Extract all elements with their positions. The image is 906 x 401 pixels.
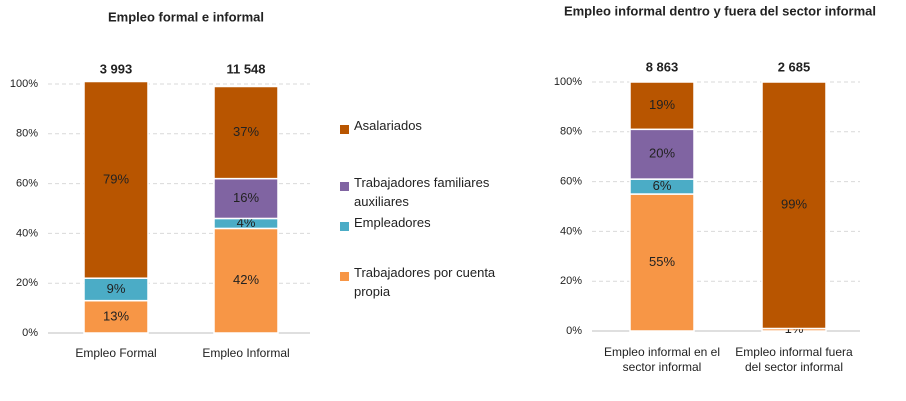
data-label: 13% (103, 308, 129, 323)
data-label: 99% (781, 197, 807, 212)
legend-label: Empleadores (354, 215, 431, 230)
x-tick-label: Empleo Informal (202, 346, 290, 360)
x-tick-label: Empleo Formal (75, 346, 157, 360)
legend-label: Trabajadores familiares auxiliares (354, 175, 490, 209)
bar-segment (213, 85, 279, 180)
legend-swatch (340, 125, 349, 134)
data-label: 79% (103, 171, 129, 186)
bar-segment (83, 299, 149, 334)
bar-segment (629, 193, 695, 332)
y-tick-label: 0% (22, 327, 38, 339)
total-label: 11 548 (226, 61, 265, 76)
y-tick-label: 40% (560, 225, 582, 237)
y-tick-label: 40% (16, 227, 38, 239)
legend-swatch (340, 222, 349, 231)
total-label: 8 863 (646, 59, 679, 74)
data-label: 20% (649, 146, 675, 161)
total-label: 2 685 (778, 59, 811, 74)
y-tick-label: 20% (560, 275, 582, 287)
x-tick-label: Empleo informal en el sector informal (603, 345, 721, 374)
y-tick-label: 100% (10, 78, 38, 90)
legend-label: Trabajadores por cuenta propia (354, 265, 496, 299)
legend-label: Asalariados (354, 118, 422, 133)
y-tick-label: 0% (566, 325, 582, 337)
x-tick-label: Empleo informal fuera del sector informa… (735, 345, 853, 374)
chart-title: Empleo formal e informal (108, 9, 264, 24)
data-label: 37% (233, 124, 259, 139)
data-label: 9% (107, 281, 126, 296)
data-label: 55% (649, 254, 675, 269)
y-tick-label: 80% (560, 126, 582, 138)
y-tick-label: 20% (16, 277, 38, 289)
data-label: 6% (653, 178, 672, 193)
data-label: 42% (233, 272, 259, 287)
bar-segment (761, 81, 827, 330)
y-tick-label: 80% (16, 128, 38, 140)
chart-title: Empleo informal dentro y fuera del secto… (564, 3, 876, 18)
bar-segment (83, 80, 149, 279)
bar-segment (629, 128, 695, 180)
bar-segment (629, 81, 695, 131)
total-label: 3 993 (100, 61, 133, 76)
data-label: 16% (233, 190, 259, 205)
y-tick-label: 100% (554, 76, 582, 88)
legend-swatch (340, 272, 349, 281)
data-label: 19% (649, 97, 675, 112)
legend-swatch (340, 182, 349, 191)
y-tick-label: 60% (16, 178, 38, 190)
bar-segment (213, 177, 279, 220)
y-tick-label: 60% (560, 176, 582, 188)
